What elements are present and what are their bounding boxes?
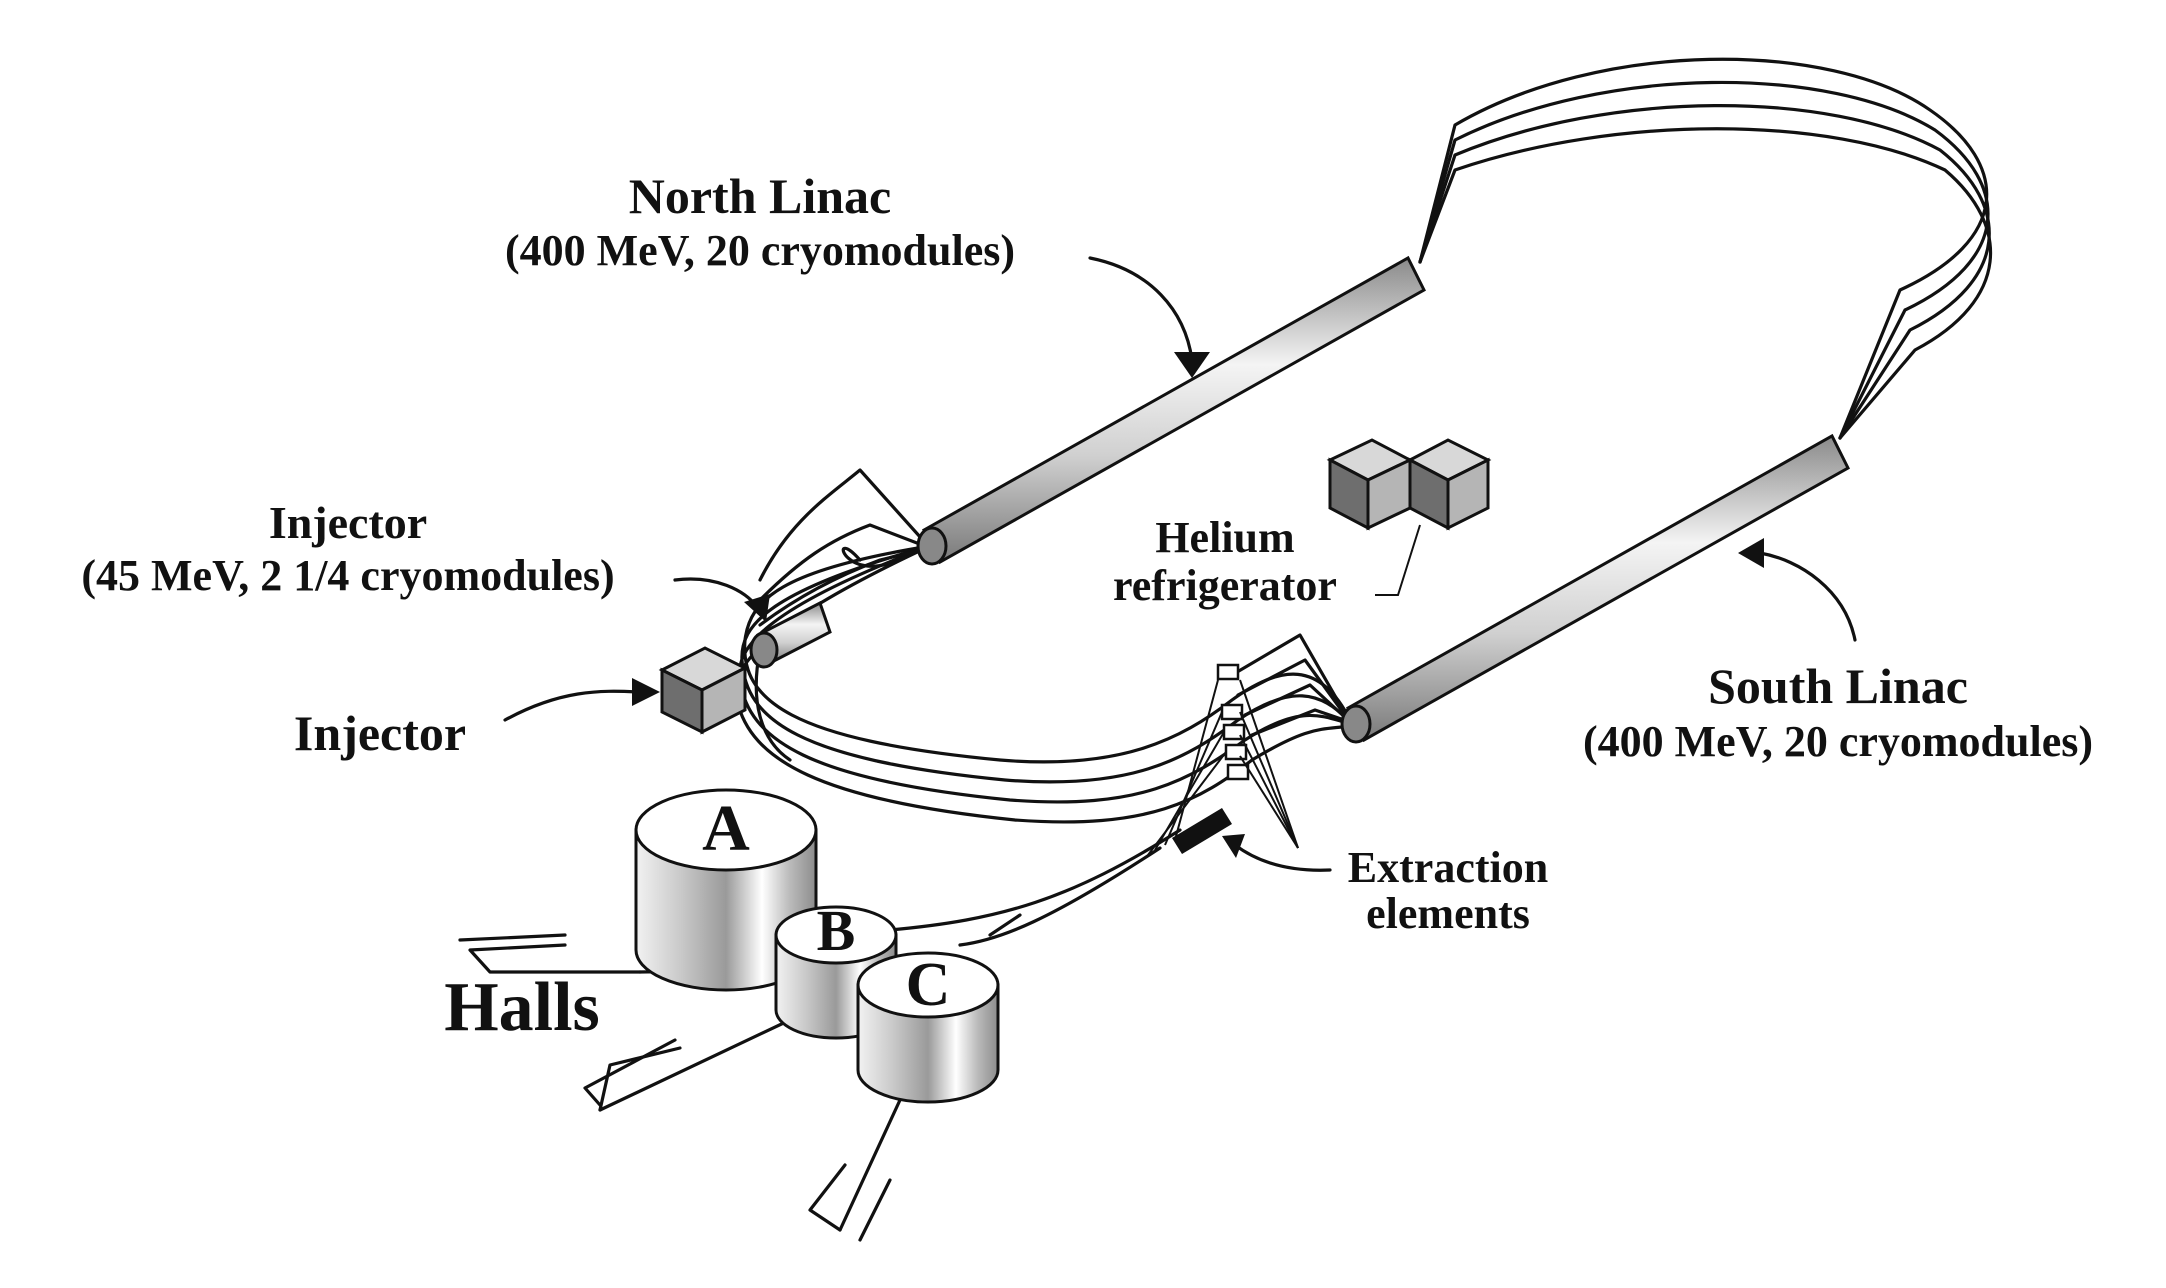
hall-a-beam-dump [458,933,642,974]
extraction-elements-arrow [1222,834,1332,872]
extraction-label-line2: elements [1366,889,1530,938]
south-linac-pipe [1340,433,1850,744]
north-linac-west-spreader [758,468,932,627]
injector-detail: (45 MeV, 2 1/4 cryomodules) [81,551,614,600]
south-linac-arrow [1738,538,1857,642]
hall-a-label: A [702,792,750,865]
hall-c: C [856,951,1000,1104]
hall-b: B [774,898,898,1040]
hall-c-label: C [906,951,951,1019]
north-linac-arrow [1088,256,1210,378]
hall-c-beam-dump [808,1163,892,1242]
south-linac-detail: (400 MeV, 20 cryomodules) [1583,717,2093,766]
injector-building-cube [658,646,749,735]
injector-title: Injector [269,497,427,548]
south-linac-west-spreader [1230,633,1352,737]
south-linac-title: South Linac [1708,658,1968,714]
north-linac-pipe [916,255,1426,566]
hall-a: A [634,788,818,992]
injector-linac-pipe [749,600,832,669]
extraction-label-line1: Extraction [1348,843,1548,892]
east-recirculation-arcs [1418,57,1993,440]
halls-label: Halls [444,969,600,1046]
helium-refrigerator-cubes [1326,438,1492,596]
extraction-element-boxes [1172,663,1250,854]
injector-building-label: Injector [294,705,466,761]
helium-label-line2: refrigerator [1113,561,1337,610]
injector-building-arrow [503,678,660,722]
hall-b-beam-dump [583,1038,682,1112]
injector-detail-arrow [673,577,770,622]
helium-label-line1: Helium [1155,513,1294,562]
north-linac-detail: (400 MeV, 20 cryomodules) [505,226,1015,275]
hall-b-label: B [817,898,856,963]
extraction-fan-lines [1147,679,1299,856]
north-linac-title: North Linac [629,168,892,224]
